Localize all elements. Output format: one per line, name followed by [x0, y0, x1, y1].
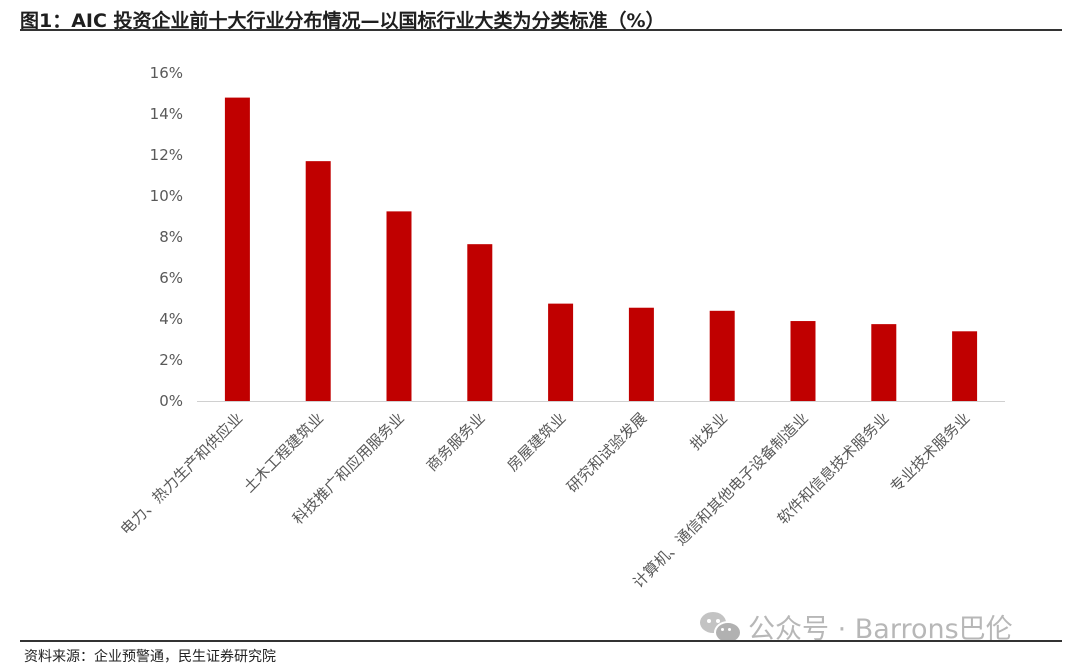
y-tick-label: 10%	[150, 187, 183, 205]
y-tick-label: 2%	[159, 351, 183, 369]
bar-chart: 0% 2% 4% 6% 8% 10% 12% 14% 16% 电力、热力生产和供应业土木工程建筑…	[117, 64, 1005, 592]
x-tick-label: 电力、热力生产和供应业	[117, 409, 246, 538]
title-divider	[20, 29, 1062, 31]
bar	[952, 331, 978, 401]
bar	[628, 307, 654, 401]
bar	[224, 97, 250, 401]
wechat-icon	[700, 610, 742, 644]
y-tick-label: 4%	[159, 310, 183, 328]
y-tick-label: 12%	[150, 146, 183, 164]
y-tick-label: 8%	[159, 228, 183, 246]
y-tick-label: 6%	[159, 269, 183, 287]
x-tick-label: 计算机、通信和其他电子设备制造业	[629, 409, 811, 591]
bar	[790, 321, 816, 401]
x-tick-label: 批发业	[686, 409, 731, 454]
y-axis-ticks: 0% 2% 4% 6% 8% 10% 12% 14% 16%	[150, 64, 183, 410]
x-tick-label: 房屋建筑业	[504, 409, 570, 475]
bar	[305, 161, 331, 401]
bar	[709, 310, 735, 401]
chart-title: 图1：AIC 投资企业前十大行业分布情况—以国标行业大类为分类标准（%）	[20, 10, 665, 32]
y-tick-label: 16%	[150, 64, 183, 82]
x-tick-label: 专业技术服务业	[886, 409, 973, 496]
x-tick-label: 土木工程建筑业	[240, 409, 327, 496]
y-tick-label: 14%	[150, 105, 183, 123]
bars-group	[224, 97, 978, 401]
bar	[548, 303, 574, 401]
watermark: 公众号 · Barrons巴伦	[700, 608, 1013, 645]
x-tick-label: 研究和试验发展	[563, 409, 650, 496]
source-divider	[20, 640, 1062, 642]
source-note: 资料来源：企业预警通，民生证券研究院	[24, 649, 276, 665]
bar	[871, 324, 897, 401]
x-tick-label: 商务服务业	[423, 409, 489, 475]
y-tick-label: 0%	[159, 392, 183, 410]
watermark-text: 公众号 · Barrons巴伦	[748, 613, 1013, 645]
bar	[467, 244, 493, 401]
bar	[386, 211, 412, 401]
